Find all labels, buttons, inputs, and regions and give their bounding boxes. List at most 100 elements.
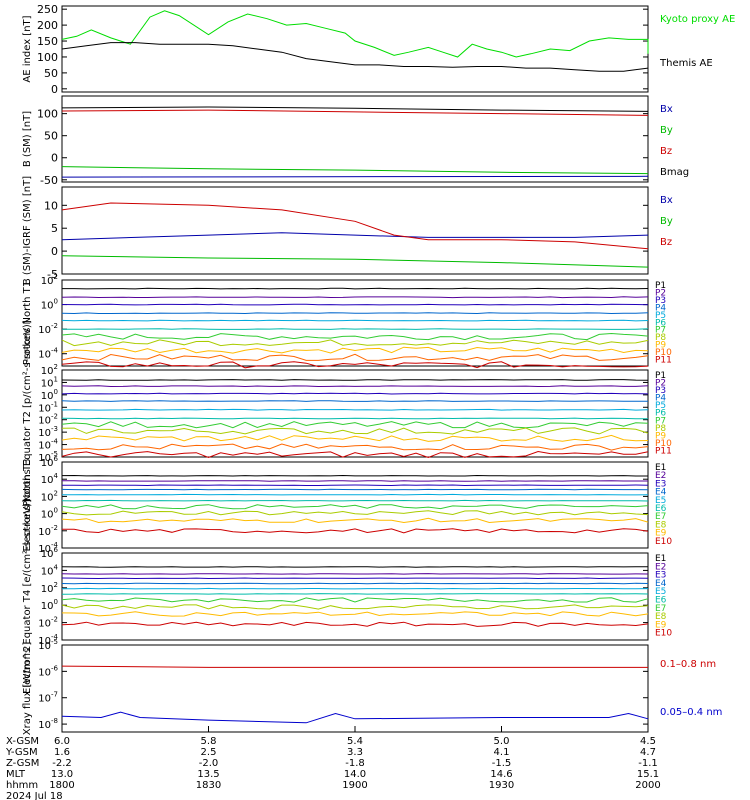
y-tick-exponent: 0 [54, 298, 58, 306]
series-line [61, 443, 649, 451]
ephemeris-value: -2.2 [52, 758, 72, 769]
ephemeris-value: -2.0 [199, 758, 219, 769]
panel-frame [61, 369, 649, 458]
series-line [61, 434, 649, 442]
series-line [62, 287, 649, 290]
y-axis-label: AE index [nT] [22, 15, 33, 82]
series-line [61, 339, 649, 347]
legend-entry: E3 [655, 479, 666, 489]
y-tick-label: 150 [37, 35, 58, 48]
y-tick-label: 10-2 [38, 616, 58, 630]
y-tick-label: 50 [44, 130, 58, 143]
y-tick-label: 100 [41, 298, 58, 312]
series-line [61, 202, 649, 250]
legend-entry: P9 [655, 431, 666, 441]
legend-entry: Kyoto proxy AE [660, 14, 735, 25]
panel-frame [61, 186, 649, 275]
y-tick-exponent: -3 [51, 425, 58, 433]
y-tick-exponent: 6 [54, 546, 59, 554]
legend-entry: 0.1–0.8 nm [660, 659, 716, 670]
series-line [61, 484, 649, 487]
series-line [61, 582, 649, 585]
series-line [61, 175, 649, 178]
ephemeris-value: 1930 [489, 780, 514, 791]
series-line [61, 42, 649, 72]
y-tick-label: 106 [41, 546, 59, 560]
series-line [61, 232, 649, 241]
legend-entry: P4 [655, 394, 666, 404]
y-tick-exponent: 4 [54, 472, 59, 480]
y-axis-label: B (SM) [nT] [22, 111, 33, 167]
legend-entry: P5 [655, 311, 666, 321]
y-axis-label: Xray flux [W/m^2] [22, 642, 33, 736]
y-tick-exponent: -2 [51, 322, 58, 330]
ephemeris-value: -1.8 [345, 758, 365, 769]
ephemeris-value: 1830 [196, 780, 221, 791]
panel-frame [61, 279, 649, 367]
y-tick-label: 10-7 [38, 691, 58, 705]
y-tick-label: 10-2 [38, 322, 58, 336]
ephemeris-value: 4.1 [494, 747, 510, 758]
series-line [61, 577, 649, 580]
ephemeris-value: -1.5 [492, 758, 512, 769]
series-line [61, 510, 649, 516]
series-line [61, 621, 649, 627]
y-tick-exponent: 0 [54, 388, 58, 396]
ephemeris-value: 14.0 [344, 769, 366, 780]
y-tick-label: 250 [37, 3, 58, 16]
y-tick-label: 0 [51, 152, 58, 165]
legend-entry: E9 [655, 529, 667, 539]
legend-entry: E6 [655, 596, 667, 606]
series-line [61, 332, 649, 341]
series-line [61, 593, 649, 595]
legend-entry: E8 [655, 520, 667, 530]
legend-entry: P10 [655, 439, 672, 449]
series-line [61, 611, 649, 617]
y-tick-exponent: 0 [54, 507, 58, 515]
y-tick-label: 104 [41, 472, 59, 486]
y-tick-exponent: 6 [54, 455, 59, 463]
series-line [61, 493, 649, 496]
ephemeris-row-label: X-GSM [6, 736, 39, 747]
y-tick-label: 10-5 [38, 638, 58, 652]
legend-entry: P1 [655, 371, 666, 381]
ephemeris-row-label: Y-GSM [5, 747, 38, 758]
y-tick-exponent: 4 [54, 563, 59, 571]
series-line [61, 353, 649, 361]
ephemeris-value: 15.1 [637, 769, 659, 780]
legend-entry: E4 [655, 488, 667, 498]
series-line [61, 421, 649, 429]
y-axis-label: Electrons Equator T4 [e/(cm²-s-sr-keV)] [22, 499, 33, 694]
y-tick-exponent: -2 [51, 413, 58, 421]
ephemeris-value: -1.1 [638, 758, 658, 769]
series-line [61, 528, 649, 534]
legend-entry: Themis AE [659, 58, 713, 69]
series-line [61, 106, 649, 112]
ephemeris-value: 4.5 [640, 736, 656, 747]
legend-entry: P7 [655, 326, 666, 336]
legend-entry: Bz [660, 237, 672, 248]
y-tick-label: 100 [37, 51, 58, 64]
series-line [62, 328, 649, 330]
ephemeris-value: 13.0 [51, 769, 73, 780]
series-line [61, 499, 649, 502]
y-tick-exponent: -1 [51, 400, 58, 408]
panel-frame [61, 461, 649, 549]
series-line [61, 427, 649, 435]
panel-1: 250 200 150 100 50 0 AE index [nT] Kyoto proxy … [22, 3, 735, 96]
series-line [62, 587, 649, 590]
y-tick-label: -50 [40, 174, 58, 187]
series-line [61, 296, 649, 299]
series-line [61, 255, 649, 268]
y-tick-exponent: -5 [51, 638, 58, 646]
y-tick-exponent: -4 [51, 541, 59, 549]
legend-entry: E9 [655, 620, 667, 630]
legend-entry: P11 [655, 356, 672, 366]
y-tick-label: 10-6 [38, 664, 58, 678]
legend-entry: P11 [655, 446, 672, 456]
legend-entry: E3 [655, 571, 666, 581]
y-tick-exponent: 2 [54, 273, 58, 281]
series-line [61, 303, 649, 306]
ephemeris-value: 13.5 [197, 769, 219, 780]
series-line [61, 379, 649, 381]
